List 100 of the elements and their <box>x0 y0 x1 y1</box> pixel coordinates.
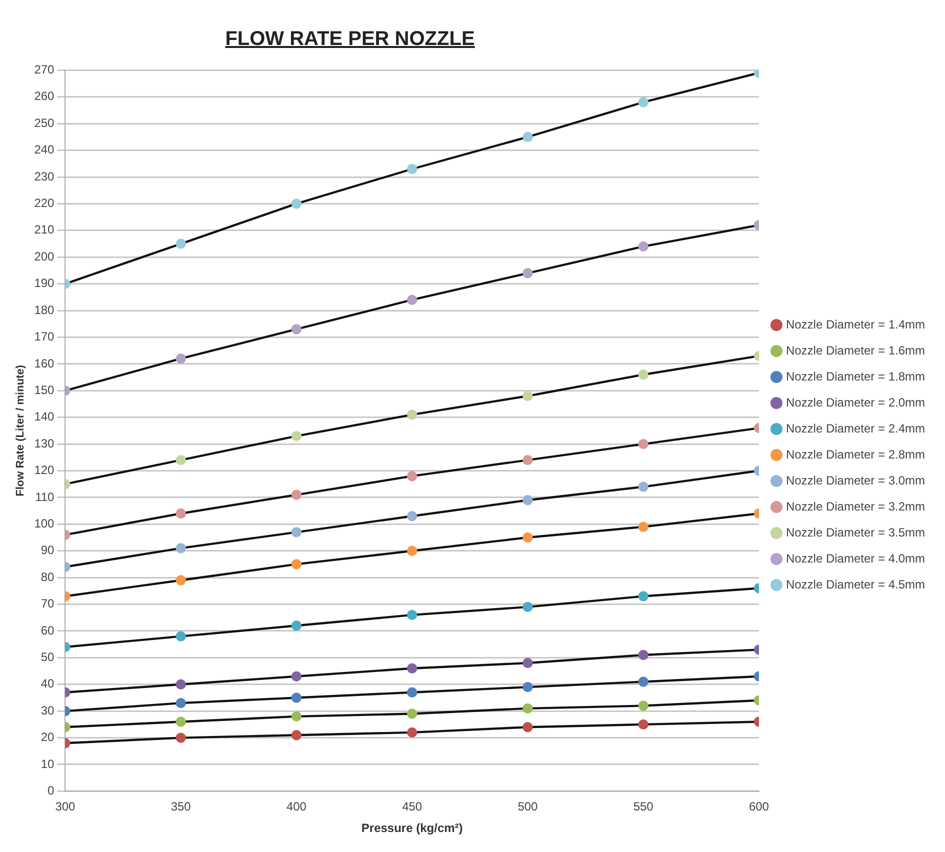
x-tick-label: 600 <box>748 800 770 814</box>
point <box>638 700 648 711</box>
point <box>291 490 302 500</box>
point <box>176 575 186 586</box>
point <box>406 546 418 556</box>
legend-label: Nozzle Diameter = 2.8mm <box>786 447 926 462</box>
point <box>522 132 533 142</box>
point <box>291 671 302 682</box>
point <box>638 719 648 730</box>
y-axis-title: Flow Rate (Liter / minute) <box>14 364 27 496</box>
point <box>291 527 302 538</box>
point <box>291 559 302 570</box>
y-tick-label: 0 <box>48 784 55 798</box>
x-tick-label: 450 <box>402 800 422 814</box>
point <box>522 658 533 668</box>
point <box>176 732 186 743</box>
x-tick-label: 500 <box>518 800 538 814</box>
y-tick-label: 40 <box>40 676 55 691</box>
y-tick-label: 270 <box>34 62 55 77</box>
x-tick-label: 300 <box>55 800 76 814</box>
y-tick-label: 70 <box>40 596 55 611</box>
point <box>291 692 302 703</box>
legend-label: Nozzle Diameter = 2.0mm <box>786 395 926 410</box>
y-tick-label: 200 <box>34 249 55 264</box>
point <box>176 698 186 708</box>
y-tick-label: 100 <box>34 516 55 530</box>
point <box>522 454 533 466</box>
point <box>176 454 186 466</box>
point <box>406 727 418 738</box>
y-tick-label: 130 <box>34 436 55 450</box>
point <box>522 602 533 612</box>
y-tick-label: 180 <box>34 302 55 317</box>
point <box>176 716 186 727</box>
y-tick-label: 110 <box>35 490 55 504</box>
legend-label: Nozzle Diameter = 3.2mm <box>786 499 926 514</box>
x-tick-label: 400 <box>286 800 307 814</box>
legend-label: Nozzle Diameter = 1.6mm <box>786 343 926 358</box>
legend-label: Nozzle Diameter = 3.0mm <box>786 473 926 488</box>
y-tick-label: 30 <box>40 703 55 718</box>
x-tick-label: 550 <box>633 800 654 814</box>
point <box>638 482 648 492</box>
y-tick-label: 160 <box>34 356 55 370</box>
point <box>291 711 302 722</box>
y-tick-label: 230 <box>34 169 55 184</box>
y-tick-label: 140 <box>34 410 55 424</box>
y-tick-label: 260 <box>34 89 55 104</box>
point <box>406 294 418 305</box>
point <box>176 508 186 519</box>
point <box>522 682 533 692</box>
point <box>176 543 186 554</box>
point <box>291 198 302 209</box>
point <box>522 495 533 506</box>
point <box>522 390 533 402</box>
y-tick-label: 250 <box>34 116 55 130</box>
legend-label: Nozzle Diameter = 3.5mm <box>786 525 926 540</box>
point <box>638 522 648 532</box>
legend-label: Nozzle Diameter = 1.4mm <box>786 317 926 332</box>
y-tick-label: 170 <box>34 330 55 344</box>
point <box>406 410 418 420</box>
y-tick-label: 220 <box>34 196 55 210</box>
point <box>291 730 302 740</box>
y-tick-label: 190 <box>34 276 55 290</box>
point <box>522 703 533 714</box>
y-tick-label: 240 <box>34 142 55 157</box>
y-tick-label: 60 <box>40 623 55 638</box>
point <box>176 238 186 249</box>
point <box>406 164 418 174</box>
y-tick-label: 20 <box>40 730 55 744</box>
point <box>291 620 302 631</box>
point <box>176 631 186 642</box>
point <box>176 354 186 364</box>
point <box>638 591 648 602</box>
point <box>406 663 418 674</box>
y-tick-label: 80 <box>40 570 55 584</box>
y-tick-label: 50 <box>40 650 55 664</box>
point <box>406 470 418 482</box>
legend-label: Nozzle Diameter = 4.0mm <box>786 551 926 566</box>
point <box>176 679 186 690</box>
point <box>522 268 533 278</box>
y-tick-label: 90 <box>40 543 55 558</box>
x-tick-label: 350 <box>170 800 192 814</box>
y-tick-label: 210 <box>34 222 55 237</box>
point <box>406 708 418 719</box>
point <box>406 610 418 620</box>
y-tick-label: 150 <box>34 382 55 397</box>
point <box>522 532 533 543</box>
point <box>638 438 648 450</box>
point <box>406 511 418 522</box>
point <box>638 241 648 252</box>
y-tick-label: 10 <box>40 756 55 771</box>
point <box>406 687 418 698</box>
chart-title: FLOW RATE PER NOZZLE <box>224 28 476 51</box>
legend-label: Nozzle Diameter = 4.5mm <box>786 577 926 592</box>
legend-label: Nozzle Diameter = 1.8mm <box>786 369 926 384</box>
point <box>291 430 302 442</box>
point <box>638 650 648 660</box>
point <box>638 97 648 108</box>
point <box>638 370 648 380</box>
y-tick-label: 120 <box>34 463 55 478</box>
legend-label: Nozzle Diameter = 2.4mm <box>786 421 926 436</box>
